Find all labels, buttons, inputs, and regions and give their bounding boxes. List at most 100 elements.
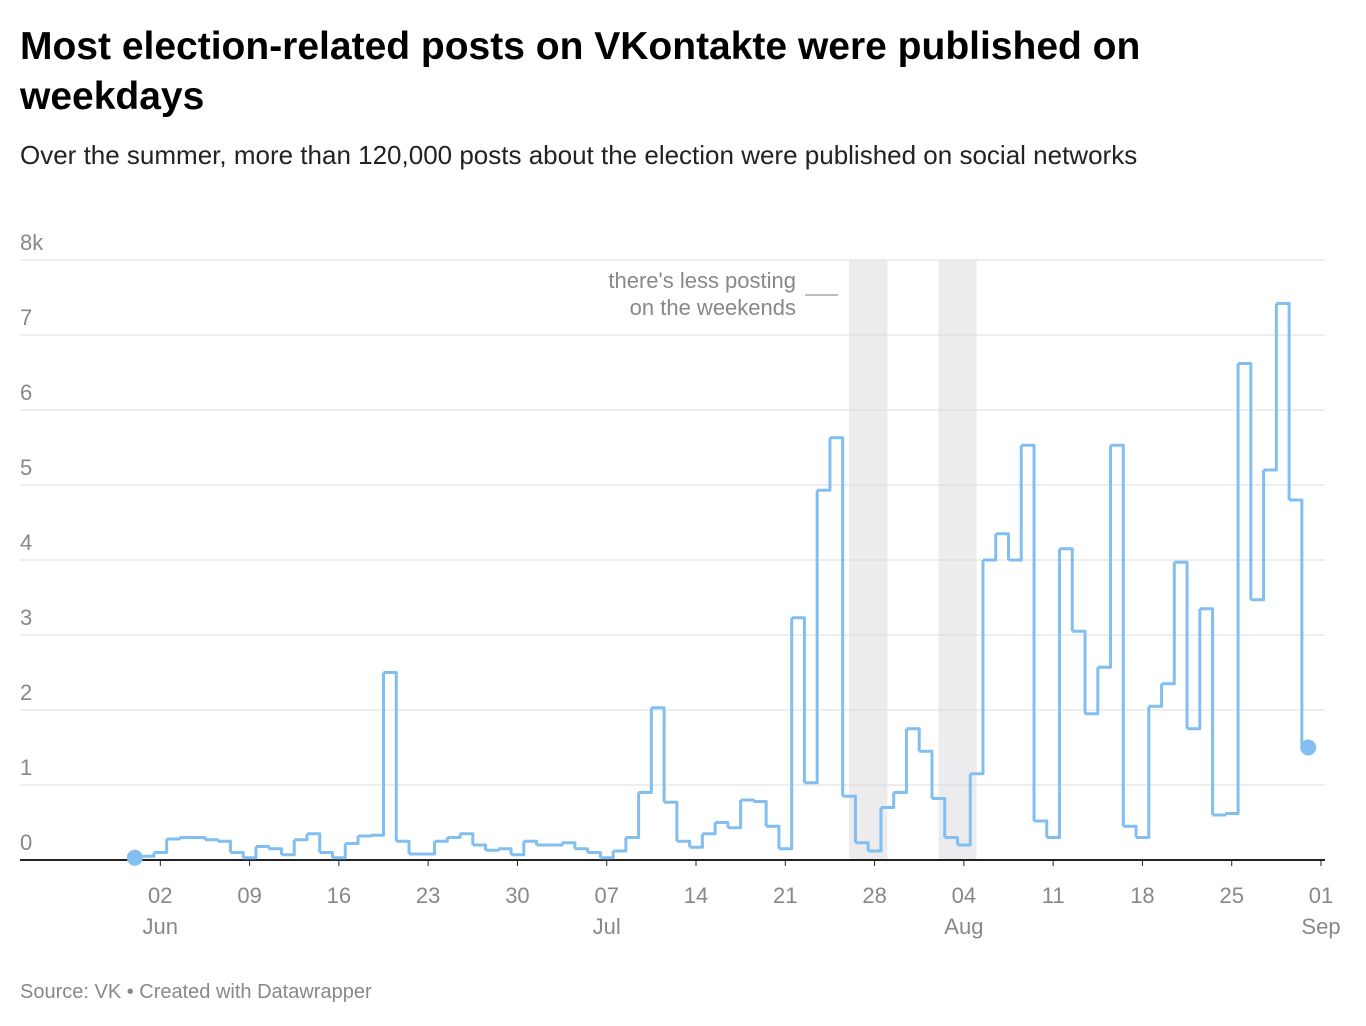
step-segment	[702, 822, 717, 836]
step-segment	[1225, 363, 1240, 815]
step-segment	[587, 851, 602, 858]
x-month-label: Jun	[143, 914, 178, 939]
step-segment	[574, 847, 590, 853]
x-tick-label: 28	[862, 883, 886, 908]
step-segment	[842, 794, 857, 843]
step-segment	[944, 836, 959, 845]
x-tick-label: 16	[327, 883, 351, 908]
step-segment	[664, 800, 679, 842]
step-segment	[217, 839, 232, 853]
x-tick-label: 30	[505, 883, 529, 908]
step-segment	[1174, 560, 1189, 729]
step-segment	[434, 837, 449, 843]
y-tick-label: 1	[20, 755, 32, 780]
step-segment	[204, 838, 220, 842]
step-segment	[268, 847, 283, 855]
step-segment	[1072, 629, 1087, 714]
step-segment	[1046, 548, 1062, 839]
step-segment	[166, 837, 181, 841]
step-segment	[383, 671, 398, 842]
y-tick-label: 2	[20, 680, 32, 705]
step-segment	[995, 532, 1010, 560]
step-segment	[868, 807, 883, 853]
step-segment	[689, 833, 704, 849]
step-segment	[281, 839, 296, 857]
x-tick-label: 02	[148, 883, 172, 908]
step-segment	[511, 841, 526, 857]
step-segment	[600, 851, 615, 860]
end-dot	[126, 849, 143, 866]
annotation-text: there's less posting	[608, 268, 796, 293]
step-segment	[1008, 445, 1023, 562]
x-tick-label: 18	[1130, 883, 1154, 908]
step-segment	[1187, 608, 1202, 731]
end-dot	[1300, 739, 1317, 756]
x-month-label: Aug	[944, 914, 983, 939]
x-tick-label: 07	[594, 883, 618, 908]
step-segment	[970, 560, 985, 776]
y-tick-label: 8k	[20, 230, 44, 255]
step-segment	[1059, 547, 1074, 632]
x-month-label: Jul	[593, 914, 621, 939]
x-tick-label: 04	[952, 883, 976, 908]
x-month-label: Sep	[1301, 914, 1340, 939]
step-segment	[638, 707, 653, 794]
step-segment	[141, 852, 156, 858]
step-segment	[1097, 445, 1113, 669]
step-segment	[1250, 470, 1266, 602]
step-segment	[676, 839, 692, 848]
step-segment	[906, 727, 921, 752]
step-segment	[485, 848, 500, 852]
step-segment	[1085, 667, 1100, 716]
step-segment	[230, 851, 245, 858]
step-segment	[396, 839, 411, 854]
step-segment	[319, 851, 334, 858]
step-segment	[498, 847, 513, 855]
step-segment	[804, 490, 819, 785]
step-segment	[1199, 607, 1215, 815]
step-segment	[778, 617, 794, 851]
step-segment	[1021, 443, 1036, 821]
x-tick-label: 25	[1219, 883, 1243, 908]
step-segment	[306, 832, 322, 853]
step-segment	[1238, 362, 1253, 600]
step-segment	[523, 839, 539, 845]
step-segment	[1161, 562, 1176, 686]
step-segment	[753, 800, 768, 827]
step-segment	[549, 842, 564, 847]
step-segment	[766, 824, 781, 849]
step-segment	[1263, 303, 1278, 472]
chart-title: Most election-related posts on VKontakte…	[20, 25, 1141, 118]
x-tick-label: 14	[684, 883, 708, 908]
step-segment	[715, 821, 730, 828]
step-segment	[460, 832, 475, 845]
step-segment	[740, 798, 755, 802]
source-note: Source: VK • Created with Datawrapper	[20, 981, 372, 1003]
step-segment	[358, 834, 373, 838]
step-segment	[294, 833, 309, 842]
step-segment	[1212, 813, 1227, 817]
step-segment	[880, 792, 896, 809]
annotation-text: on the weekends	[630, 295, 796, 320]
step-segment	[791, 616, 806, 783]
step-segment	[153, 839, 169, 854]
chart-subtitle: Over the summer, more than 120,000 posts…	[20, 140, 1138, 170]
step-segment	[1136, 706, 1151, 839]
step-segment	[982, 533, 998, 562]
y-tick-label: 5	[20, 455, 32, 480]
step-segment	[421, 841, 437, 856]
step-segment	[447, 833, 462, 839]
step-segment	[855, 841, 870, 851]
step-segment	[957, 773, 972, 847]
x-tick-label: 11	[1042, 883, 1065, 908]
step-segment	[817, 437, 832, 492]
step-segment	[893, 728, 908, 794]
step-segment	[919, 749, 934, 799]
step-segment	[1034, 819, 1049, 838]
y-tick-label: 3	[20, 605, 32, 630]
step-segment	[1110, 443, 1125, 827]
step-segment	[255, 845, 271, 849]
x-tick-label: 09	[237, 883, 261, 908]
y-tick-label: 7	[20, 305, 32, 330]
